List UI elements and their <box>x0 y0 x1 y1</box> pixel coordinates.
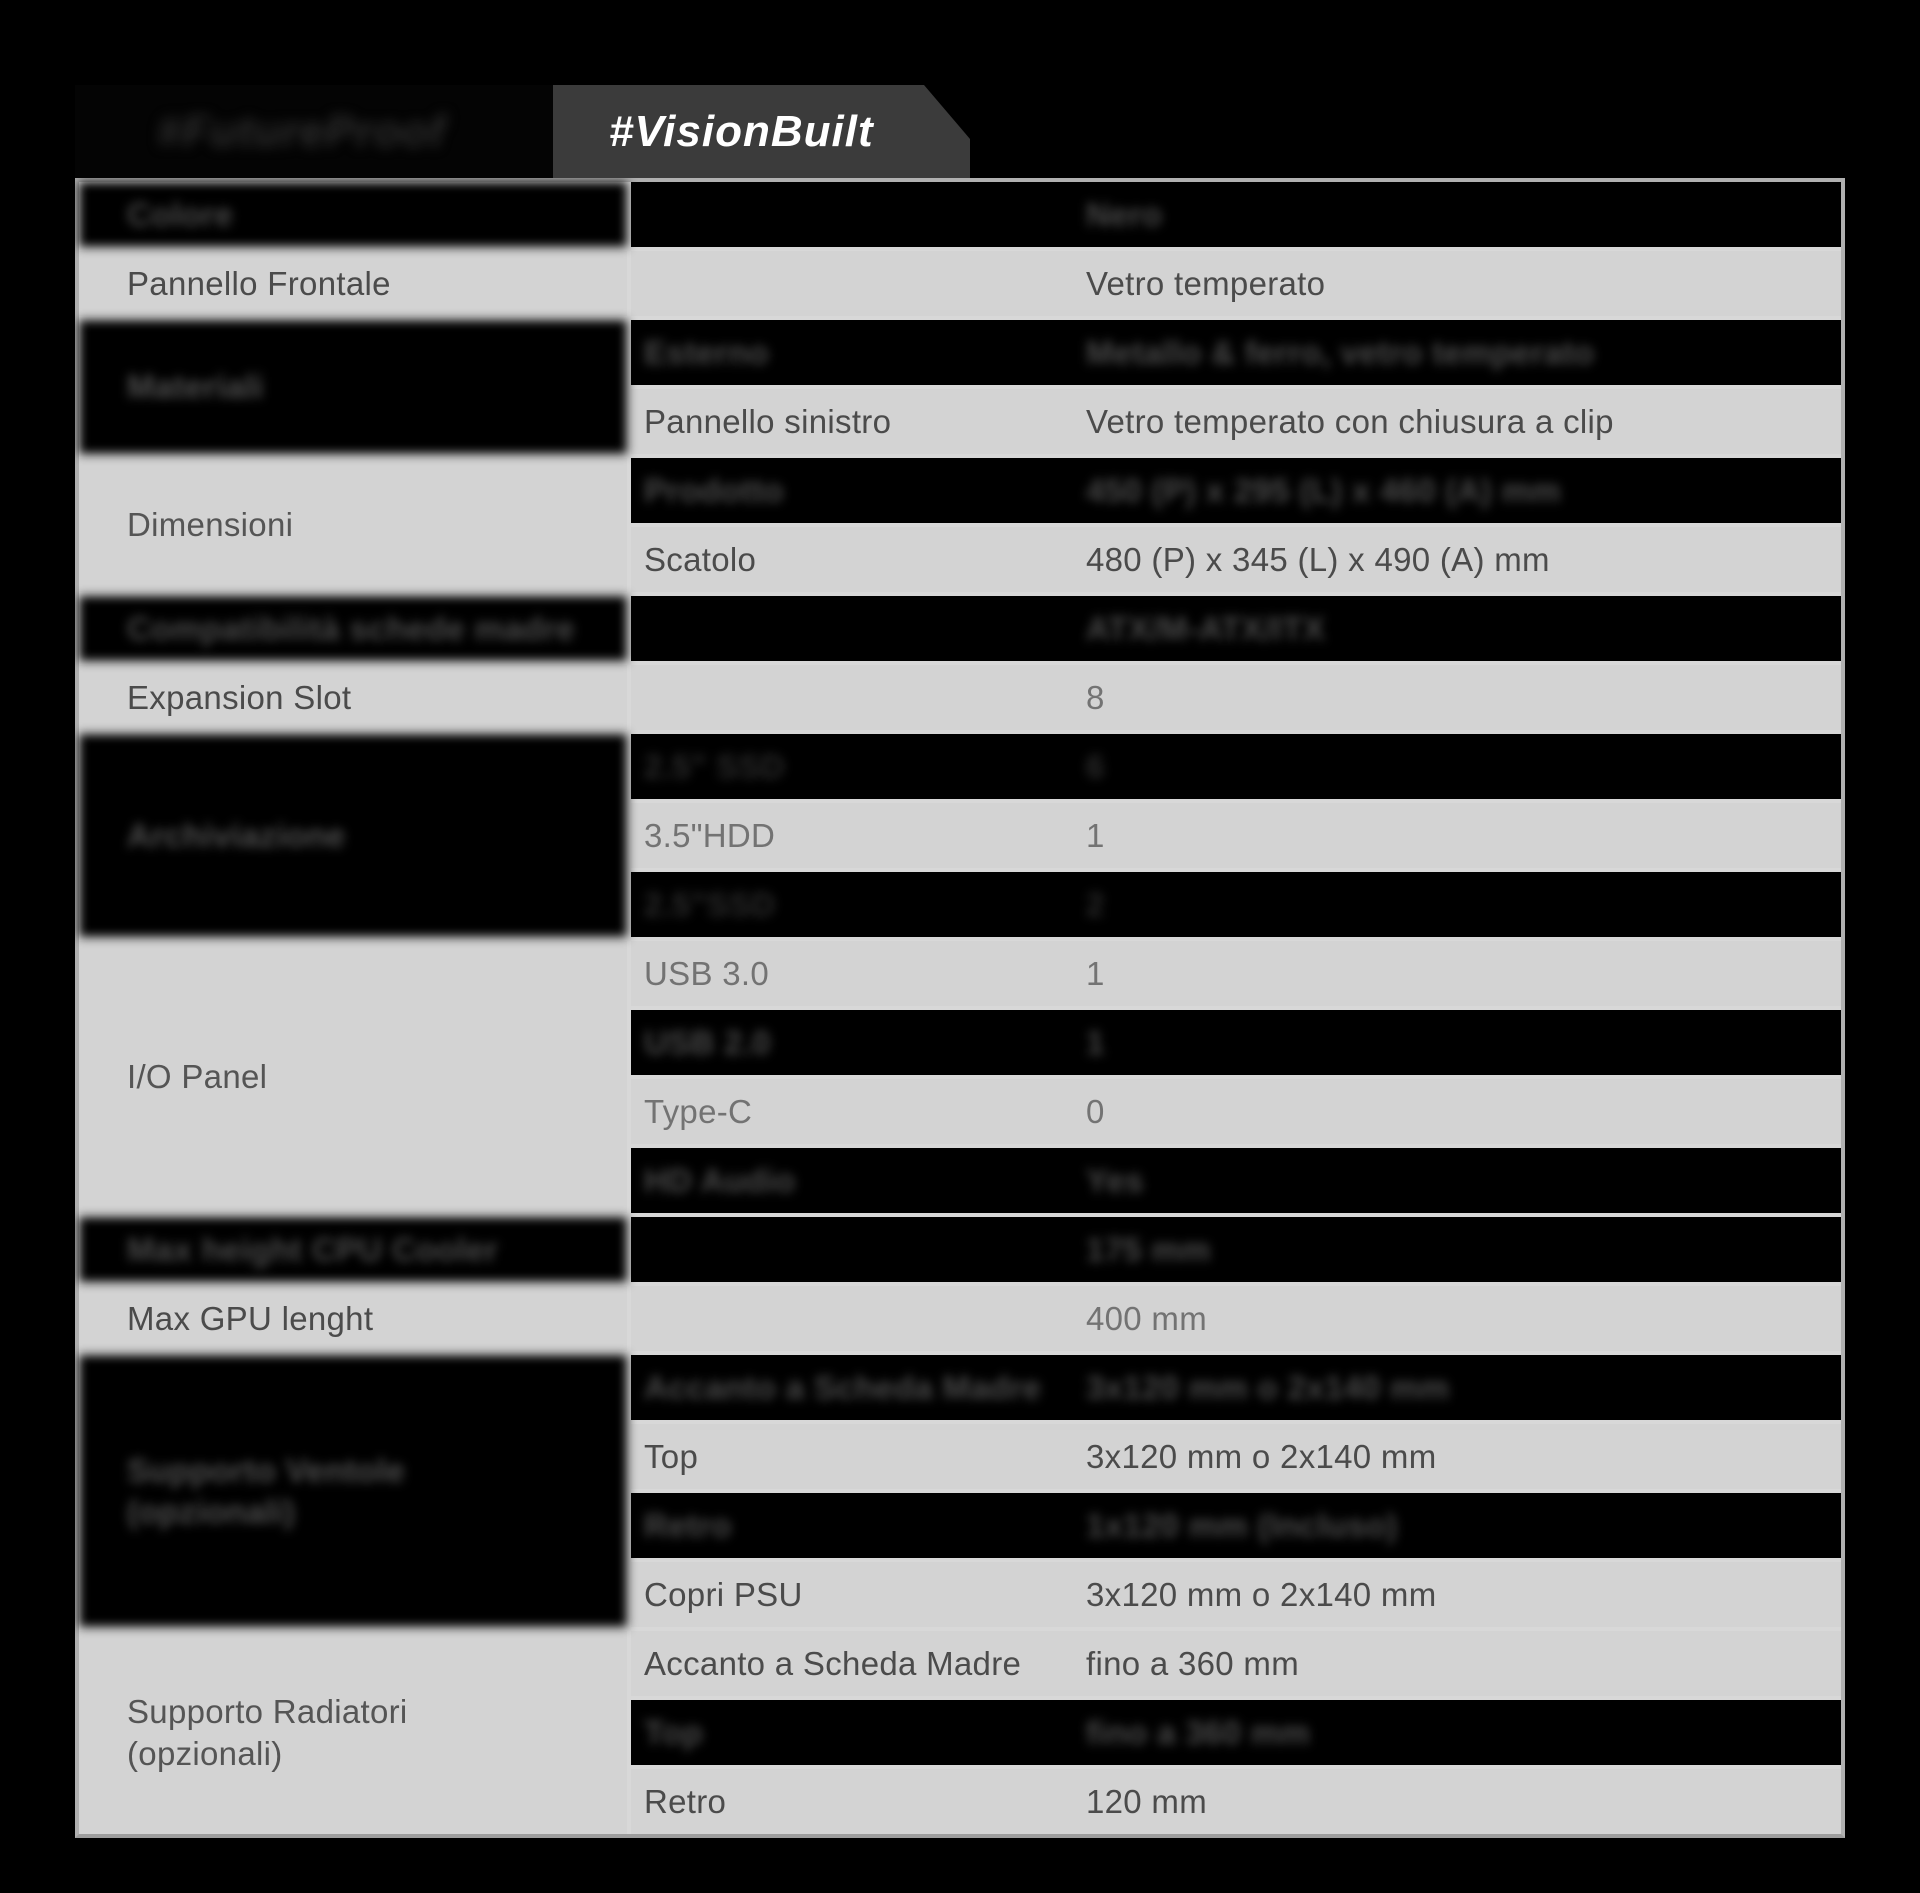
spec-sub-label: Scatolo <box>644 540 757 578</box>
spec-row: USB 3.0 1 <box>631 941 1841 1006</box>
spec-sub-label: Esterno <box>644 333 769 371</box>
spec-value: 1x120 mm (Incluso) <box>1086 1506 1398 1544</box>
spec-value: 1 <box>1086 816 1105 854</box>
section-label: Supporto Ventole (opzionali) <box>79 1355 627 1627</box>
spec-row: Pannello sinistro Vetro temperato con chi… <box>631 389 1841 454</box>
spec-row: Top 3x120 mm o 2x140 mm <box>631 1424 1841 1489</box>
spec-sub-label: USB 2.0 <box>644 1023 771 1061</box>
section-label: Materiali <box>79 320 627 454</box>
spec-value: 400 mm <box>1086 1299 1208 1337</box>
spec-sub-label: Accanto a Scheda Madre <box>644 1368 1042 1406</box>
spec-value: 8 <box>1086 678 1105 716</box>
spec-row: Type-C 0 <box>631 1079 1841 1144</box>
section-label: I/O Panel <box>79 941 627 1213</box>
spec-sub-label: USB 3.0 <box>644 954 769 992</box>
spec-value: Yes <box>1086 1161 1144 1199</box>
spec-sub-label: HD Audio <box>644 1161 796 1199</box>
spec-row: Accanto a Scheda Madre 3x120 mm o 2x140 m… <box>631 1355 1841 1420</box>
spec-label: Colore <box>79 182 627 247</box>
spec-row: ATX/M-ATX/ITX <box>631 596 1841 661</box>
spec-sub-label: Prodotto <box>644 471 784 509</box>
spec-value: 120 mm <box>1086 1782 1208 1820</box>
spec-row: Copri PSU 3x120 mm o 2x140 mm <box>631 1562 1841 1627</box>
spec-row: Top fino a 360 mm <box>631 1700 1841 1765</box>
spec-value: 175 mm <box>1086 1230 1211 1268</box>
spec-value: fino a 360 mm <box>1086 1713 1310 1751</box>
spec-row: USB 2.0 1 <box>631 1010 1841 1075</box>
spec-row: Retro 1x120 mm (Incluso) <box>631 1493 1841 1558</box>
spec-sub-label: Top <box>644 1713 703 1751</box>
section-label: Archiviazione <box>79 734 627 937</box>
spec-value: Nero <box>1086 195 1163 233</box>
spec-label: Max height CPU Cooler <box>79 1217 627 1282</box>
spec-sub-label: 2.5"SSD <box>644 885 776 923</box>
spec-value: Metallo & ferro, vetro temperato <box>1086 333 1595 371</box>
spec-row: 175 mm <box>631 1217 1841 1282</box>
spec-sub-label: Copri PSU <box>644 1575 803 1613</box>
tab-futureproof[interactable]: #FutureProof <box>75 85 553 178</box>
spec-label: Max GPU lenght <box>79 1286 627 1351</box>
spec-row: Prodotto 450 (P) x 295 (L) x 460 (A) mm <box>631 458 1841 523</box>
spec-sub-label: Pannello sinistro <box>644 402 892 440</box>
spec-value: Vetro temperato <box>1086 264 1326 302</box>
spec-label: Expansion Slot <box>79 665 627 730</box>
spec-value: 3x120 mm o 2x140 mm <box>1086 1575 1437 1613</box>
spec-sub-label: Retro <box>644 1782 727 1820</box>
spec-sub-label: 2.5" SSD <box>644 747 785 785</box>
spec-row: Nero <box>631 182 1841 247</box>
spec-row: 8 <box>631 665 1841 730</box>
tab-visionbuilt[interactable]: #VisionBuilt <box>553 85 970 178</box>
spec-value: ATX/M-ATX/ITX <box>1086 609 1326 647</box>
spec-value: fino a 360 mm <box>1086 1644 1300 1682</box>
spec-value: 1 <box>1086 954 1105 992</box>
tab-futureproof-label: #FutureProof <box>157 106 446 156</box>
spec-row: 400 mm <box>631 1286 1841 1351</box>
spec-row: Scatolo 480 (P) x 345 (L) x 490 (A) mm <box>631 527 1841 592</box>
spec-value: 1 <box>1086 1023 1105 1061</box>
spec-value: 6 <box>1086 747 1105 785</box>
spec-row: 3.5"HDD 1 <box>631 803 1841 868</box>
spec-table: Colore Nero Pannello Frontale Vetro tempera… <box>75 178 1845 1838</box>
section-label: Dimensioni <box>79 458 627 592</box>
spec-row: 2.5" SSD 6 <box>631 734 1841 799</box>
spec-label: Pannello Frontale <box>79 251 627 316</box>
tab-visionbuilt-label: #VisionBuilt <box>609 106 874 156</box>
spec-sub-label: Accanto a Scheda Madre <box>644 1644 1022 1682</box>
spec-value: 3x120 mm o 2x140 mm <box>1086 1368 1450 1406</box>
spec-sub-label: Retro <box>644 1506 732 1544</box>
spec-value: 3x120 mm o 2x140 mm <box>1086 1437 1437 1475</box>
spec-row: 2.5"SSD 2 <box>631 872 1841 937</box>
spec-row: HD Audio Yes <box>631 1148 1841 1213</box>
spec-value: 0 <box>1086 1092 1105 1130</box>
spec-value: 450 (P) x 295 (L) x 460 (A) mm <box>1086 471 1561 509</box>
spec-row: Accanto a Scheda Madre fino a 360 mm <box>631 1631 1841 1696</box>
spec-value: 480 (P) x 345 (L) x 490 (A) mm <box>1086 540 1550 578</box>
spec-sub-label: 3.5"HDD <box>644 816 776 854</box>
spec-row: Esterno Metallo & ferro, vetro temperato <box>631 320 1841 385</box>
tab-bar: #FutureProof #VisionBuilt <box>75 85 970 178</box>
spec-row: Vetro temperato <box>631 251 1841 316</box>
spec-sub-label: Type-C <box>644 1092 753 1130</box>
spec-label: Compatibilità schede madre <box>79 596 627 661</box>
spec-sub-label: Top <box>644 1437 699 1475</box>
spec-value: 2 <box>1086 885 1105 923</box>
spec-row: Retro 120 mm <box>631 1769 1841 1834</box>
spec-value: Vetro temperato con chiusura a clip <box>1086 402 1614 440</box>
section-label: Supporto Radiatori (opzionali) <box>79 1631 627 1834</box>
